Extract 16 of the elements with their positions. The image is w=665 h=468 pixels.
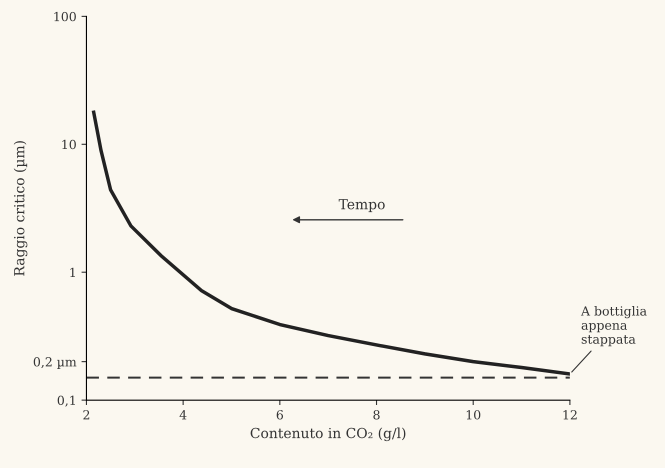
y-tick-label: 100 [54,12,76,22]
y-tick-label: 10 [62,140,76,150]
x-axis-title: Contenuto in CO₂ (g/l) [250,428,406,442]
x-tick-label: 12 [563,410,577,420]
y-tick-label: 1 [70,268,75,277]
y-tick-label: 0,1 [58,396,75,407]
x-tick-label: 10 [466,410,480,420]
y-tick-label: 0,2 µm [34,357,76,369]
x-tick-label: 6 [276,410,284,420]
annotation: Tempo [338,199,385,212]
line-series [92,110,570,376]
y-axis-title: Raggio critico (µm) [14,141,28,276]
x-tick-label: 8 [373,410,380,420]
annotation: A bottiglia appena stappata [580,306,647,346]
x-tick-label: 2 [83,410,90,420]
x-tick-label: 4 [180,410,186,420]
